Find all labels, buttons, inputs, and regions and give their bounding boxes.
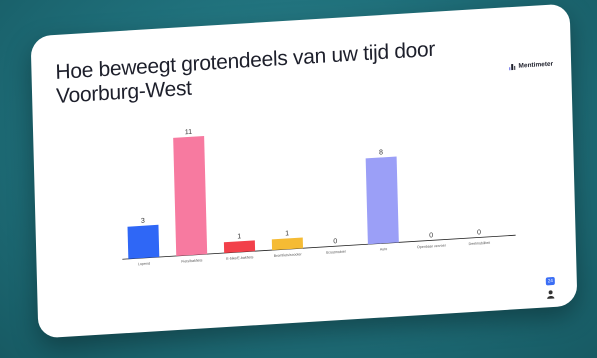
participant-count-badge: 24 <box>545 276 555 286</box>
category-label: Deelmobiliteit <box>469 241 491 246</box>
category-label: E-bike/E-bakfiets <box>226 255 253 261</box>
category-label: Auto <box>380 247 387 251</box>
category-label: Scootmobiel <box>326 250 346 255</box>
bar-1 <box>173 136 208 256</box>
presentation-slide: Hoe beweegt grotendeels van uw tijd door… <box>30 3 578 339</box>
bar-value-label: 0 <box>333 238 337 245</box>
bar-3 <box>271 237 304 251</box>
bar-value-label: 8 <box>379 149 383 156</box>
category-label: Bromfiets/scooter <box>274 252 303 258</box>
category-label: Lopend <box>138 262 150 267</box>
bar-2 <box>223 240 256 254</box>
bar-value-label: 1 <box>285 230 289 237</box>
category-label: Openbaar vervoer <box>417 243 447 249</box>
bar-5 <box>365 156 399 245</box>
bar-value-label: 1 <box>237 233 241 240</box>
bar-chart: 3 Lopend 11 Fiets/bakfiets 1 E-bike/E-bakfiet… <box>122 129 516 267</box>
bar-value-label: 11 <box>185 129 193 136</box>
bar-value-label: 3 <box>141 218 145 225</box>
bar-value-label: 0 <box>429 232 433 239</box>
category-label: Fiets/bakfiets <box>181 258 202 263</box>
bar-0 <box>127 224 160 259</box>
bar-value-label: 0 <box>477 229 481 236</box>
user-icon <box>547 290 555 299</box>
